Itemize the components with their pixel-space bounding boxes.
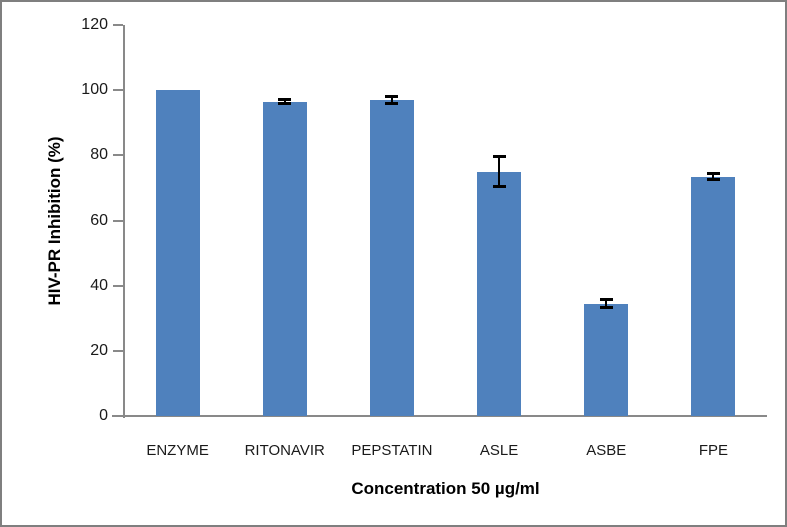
y-tick-mark (113, 154, 123, 157)
error-bar-cap-top (385, 95, 399, 99)
error-bar-cap-bottom (599, 306, 613, 310)
error-bar-cap-bottom (492, 185, 506, 189)
x-category-label: PEPSTATIN (351, 442, 433, 459)
bar-fpe (691, 176, 736, 416)
y-tick-mark (113, 24, 123, 26)
y-tick-mark (113, 349, 123, 352)
bar-asbe (584, 303, 629, 416)
y-tick-label: 100 (81, 81, 108, 99)
x-category-label: RITONAVIR (244, 442, 325, 459)
y-tick-label: 0 (99, 407, 108, 424)
x-axis-line (112, 415, 767, 417)
y-tick-label: 40 (90, 276, 108, 294)
x-category-label: ENZYME (146, 442, 209, 459)
error-bar-line (712, 172, 715, 181)
error-bar-cap-top (278, 98, 292, 102)
error-bar-cap-top (492, 154, 506, 158)
y-tick-label: 60 (90, 211, 108, 229)
bar-asle (477, 171, 522, 416)
error-bar-line (283, 99, 286, 104)
error-bar-line (605, 298, 608, 309)
error-bar-cap-bottom (278, 101, 292, 105)
error-bar-cap-top (599, 297, 613, 301)
x-category-label: ASBE (586, 442, 627, 459)
x-axis-title: Concentration 50 µg/ml (351, 479, 540, 498)
y-tick-label: 20 (90, 341, 108, 359)
y-tick-label: 80 (90, 146, 108, 164)
y-tick-mark (113, 219, 123, 222)
error-bar-line (390, 96, 393, 104)
bar-enzyme (155, 90, 200, 416)
error-bar-cap-bottom (385, 101, 399, 105)
error-bar-cap-bottom (706, 178, 720, 182)
y-tick-mark (113, 89, 123, 92)
bar-pepstatin (369, 99, 414, 416)
y-tick-mark (113, 415, 123, 417)
y-tick-label: 120 (81, 16, 108, 33)
x-category-label: ASLE (479, 442, 519, 459)
y-axis-line (123, 25, 125, 418)
y-tick-mark (113, 284, 123, 287)
bar-ritonavir (262, 101, 307, 416)
error-bar-line (498, 155, 501, 188)
error-bar-cap-top (706, 171, 720, 175)
x-category-label: FPE (698, 442, 728, 459)
